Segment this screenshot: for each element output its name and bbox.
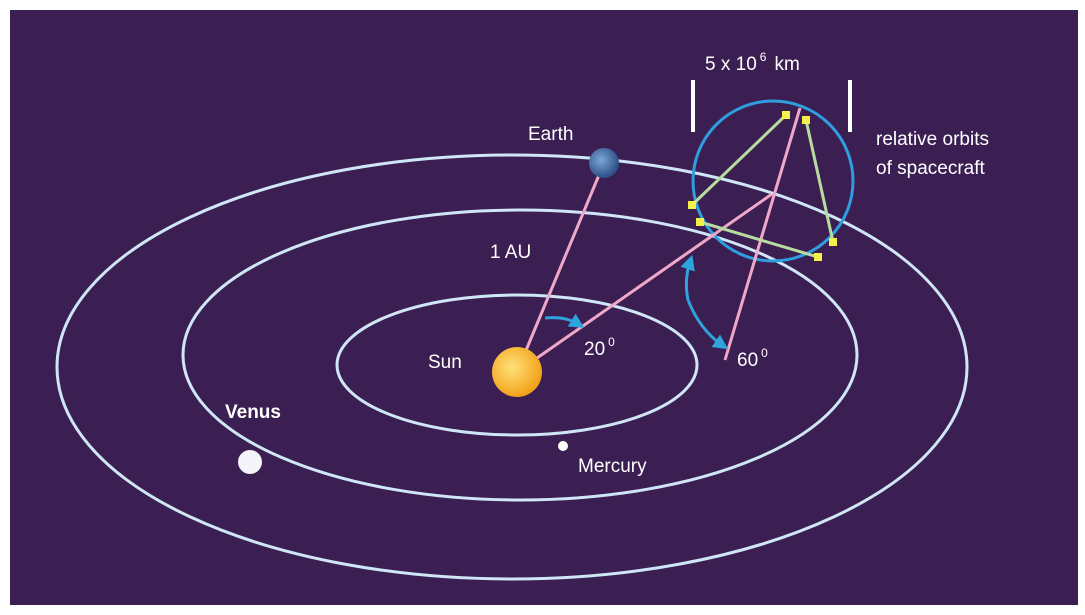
spacecraft-dot [696,218,704,226]
venus-label: Venus [225,402,281,423]
angle-sup: 0 [608,335,615,349]
triangle [690,113,835,259]
spacecraft-dot [829,238,837,246]
edge [699,220,819,259]
angle-arcs [544,254,729,350]
edge [690,113,788,207]
angle-label: 20 0 [584,335,615,360]
sun [492,347,542,397]
line [515,162,606,373]
scale-unit: km [774,54,799,75]
sun-label: Sun [428,352,462,373]
orbit-note: relative orbits [876,129,989,150]
earth [589,148,619,178]
orbit [335,293,699,437]
venus [238,450,262,474]
angle-value: 20 [584,339,605,360]
distance-label: 1 AU [490,242,531,263]
angle-label: 60 0 [737,346,768,371]
scale-base: 5 x 10 [705,54,757,75]
scale-bars [691,80,852,132]
edge [804,119,835,243]
angle-sup: 0 [761,346,768,360]
angle-arc [686,299,729,350]
spacecraft-dot [814,253,822,261]
line [723,107,802,361]
earth-label: Earth [528,124,573,145]
angle-arc [544,313,585,328]
angle-value: 60 [737,350,758,371]
scale-label: 5 x 10 6 km [705,50,800,75]
orbit [181,208,859,502]
mercury-label: Mercury [578,456,647,477]
spacecraft-dot [802,116,810,124]
mercury [558,441,568,451]
line [516,192,773,374]
angle-arc [680,254,695,301]
spacecraft-orbit [691,99,855,263]
scale-exponent: 6 [760,50,767,64]
spacecraft [688,111,837,261]
orbit [55,153,969,581]
spacecraft-dot [688,201,696,209]
orbit-note: of spacecraft [876,158,985,179]
orbits [55,153,969,581]
pink-lines [515,107,802,374]
spacecraft-dot [782,111,790,119]
